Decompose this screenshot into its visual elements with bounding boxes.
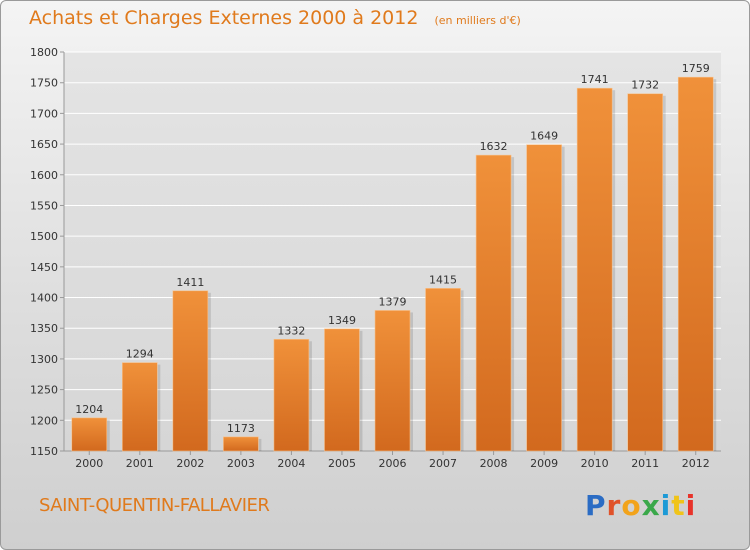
y-tick-label: 1500 xyxy=(30,230,58,243)
x-tick-label: 2003 xyxy=(227,457,255,470)
x-tick-label: 2011 xyxy=(631,457,659,470)
bar xyxy=(122,362,158,452)
bar xyxy=(576,87,613,452)
y-tick-label: 1450 xyxy=(30,261,58,274)
x-tick-label: 2012 xyxy=(682,457,710,470)
bar xyxy=(223,436,259,452)
logo-letter: r xyxy=(606,489,622,522)
y-tick-label: 1650 xyxy=(30,138,58,151)
y-tick-label: 1200 xyxy=(30,414,58,427)
bar-value-label: 1173 xyxy=(227,422,255,435)
bar-value-label: 1204 xyxy=(75,403,103,416)
bar-value-label: 1349 xyxy=(328,314,356,327)
bar xyxy=(71,417,108,452)
bar-value-label: 1294 xyxy=(126,348,154,361)
y-tick-label: 1700 xyxy=(30,107,58,120)
y-tick-label: 1750 xyxy=(30,77,58,90)
x-tick-label: 2005 xyxy=(328,457,356,470)
bar xyxy=(526,144,562,452)
bar-value-label: 1632 xyxy=(480,140,508,153)
x-tick-label: 2010 xyxy=(581,457,609,470)
bar xyxy=(324,328,360,452)
x-tick-label: 2001 xyxy=(126,457,154,470)
logo-letter: o xyxy=(621,489,642,522)
bar-value-label: 1741 xyxy=(581,73,609,86)
x-tick-label: 2006 xyxy=(379,457,407,470)
chart-title: Achats et Charges Externes 2000 à 2012 (… xyxy=(29,7,521,29)
x-tick-label: 2004 xyxy=(277,457,305,470)
bar-value-label: 1759 xyxy=(682,62,710,75)
bar xyxy=(627,93,663,452)
bar-value-label: 1415 xyxy=(429,273,457,286)
logo-letter: t xyxy=(671,489,686,522)
logo-letter: i xyxy=(685,489,697,522)
bar xyxy=(425,288,461,452)
bar-value-label: 1732 xyxy=(631,79,659,92)
y-tick-label: 1800 xyxy=(30,46,58,59)
logo-letter: P xyxy=(585,489,607,522)
town-name: SAINT-QUENTIN-FALLAVIER xyxy=(39,495,270,516)
bar xyxy=(677,76,714,452)
bar-value-label: 1649 xyxy=(530,130,558,143)
y-tick-label: 1350 xyxy=(30,322,58,335)
proxiti-logo: Proxiti xyxy=(585,489,696,522)
bar xyxy=(273,338,310,452)
chart-unit: (en milliers d'€) xyxy=(434,14,521,27)
bar-value-label: 1411 xyxy=(176,276,204,289)
x-tick-label: 2002 xyxy=(176,457,204,470)
logo-letter: x xyxy=(641,489,661,522)
bar xyxy=(172,290,209,452)
y-tick-label: 1600 xyxy=(30,169,58,182)
logo-letter: i xyxy=(660,489,672,522)
y-tick-label: 1550 xyxy=(30,199,58,212)
y-tick-label: 1250 xyxy=(30,384,58,397)
y-tick-label: 1400 xyxy=(30,292,58,305)
x-tick-label: 2009 xyxy=(530,457,558,470)
x-tick-label: 2000 xyxy=(75,457,103,470)
x-tick-label: 2007 xyxy=(429,457,457,470)
bar-value-label: 1379 xyxy=(379,295,407,308)
chart-title-text: Achats et Charges Externes 2000 à 2012 xyxy=(29,7,419,29)
bar xyxy=(374,310,411,452)
bar-value-label: 1332 xyxy=(277,324,305,337)
y-tick-label: 1150 xyxy=(30,445,58,458)
x-tick-label: 2008 xyxy=(480,457,508,470)
y-tick-label: 1300 xyxy=(30,353,58,366)
bar xyxy=(475,154,512,452)
